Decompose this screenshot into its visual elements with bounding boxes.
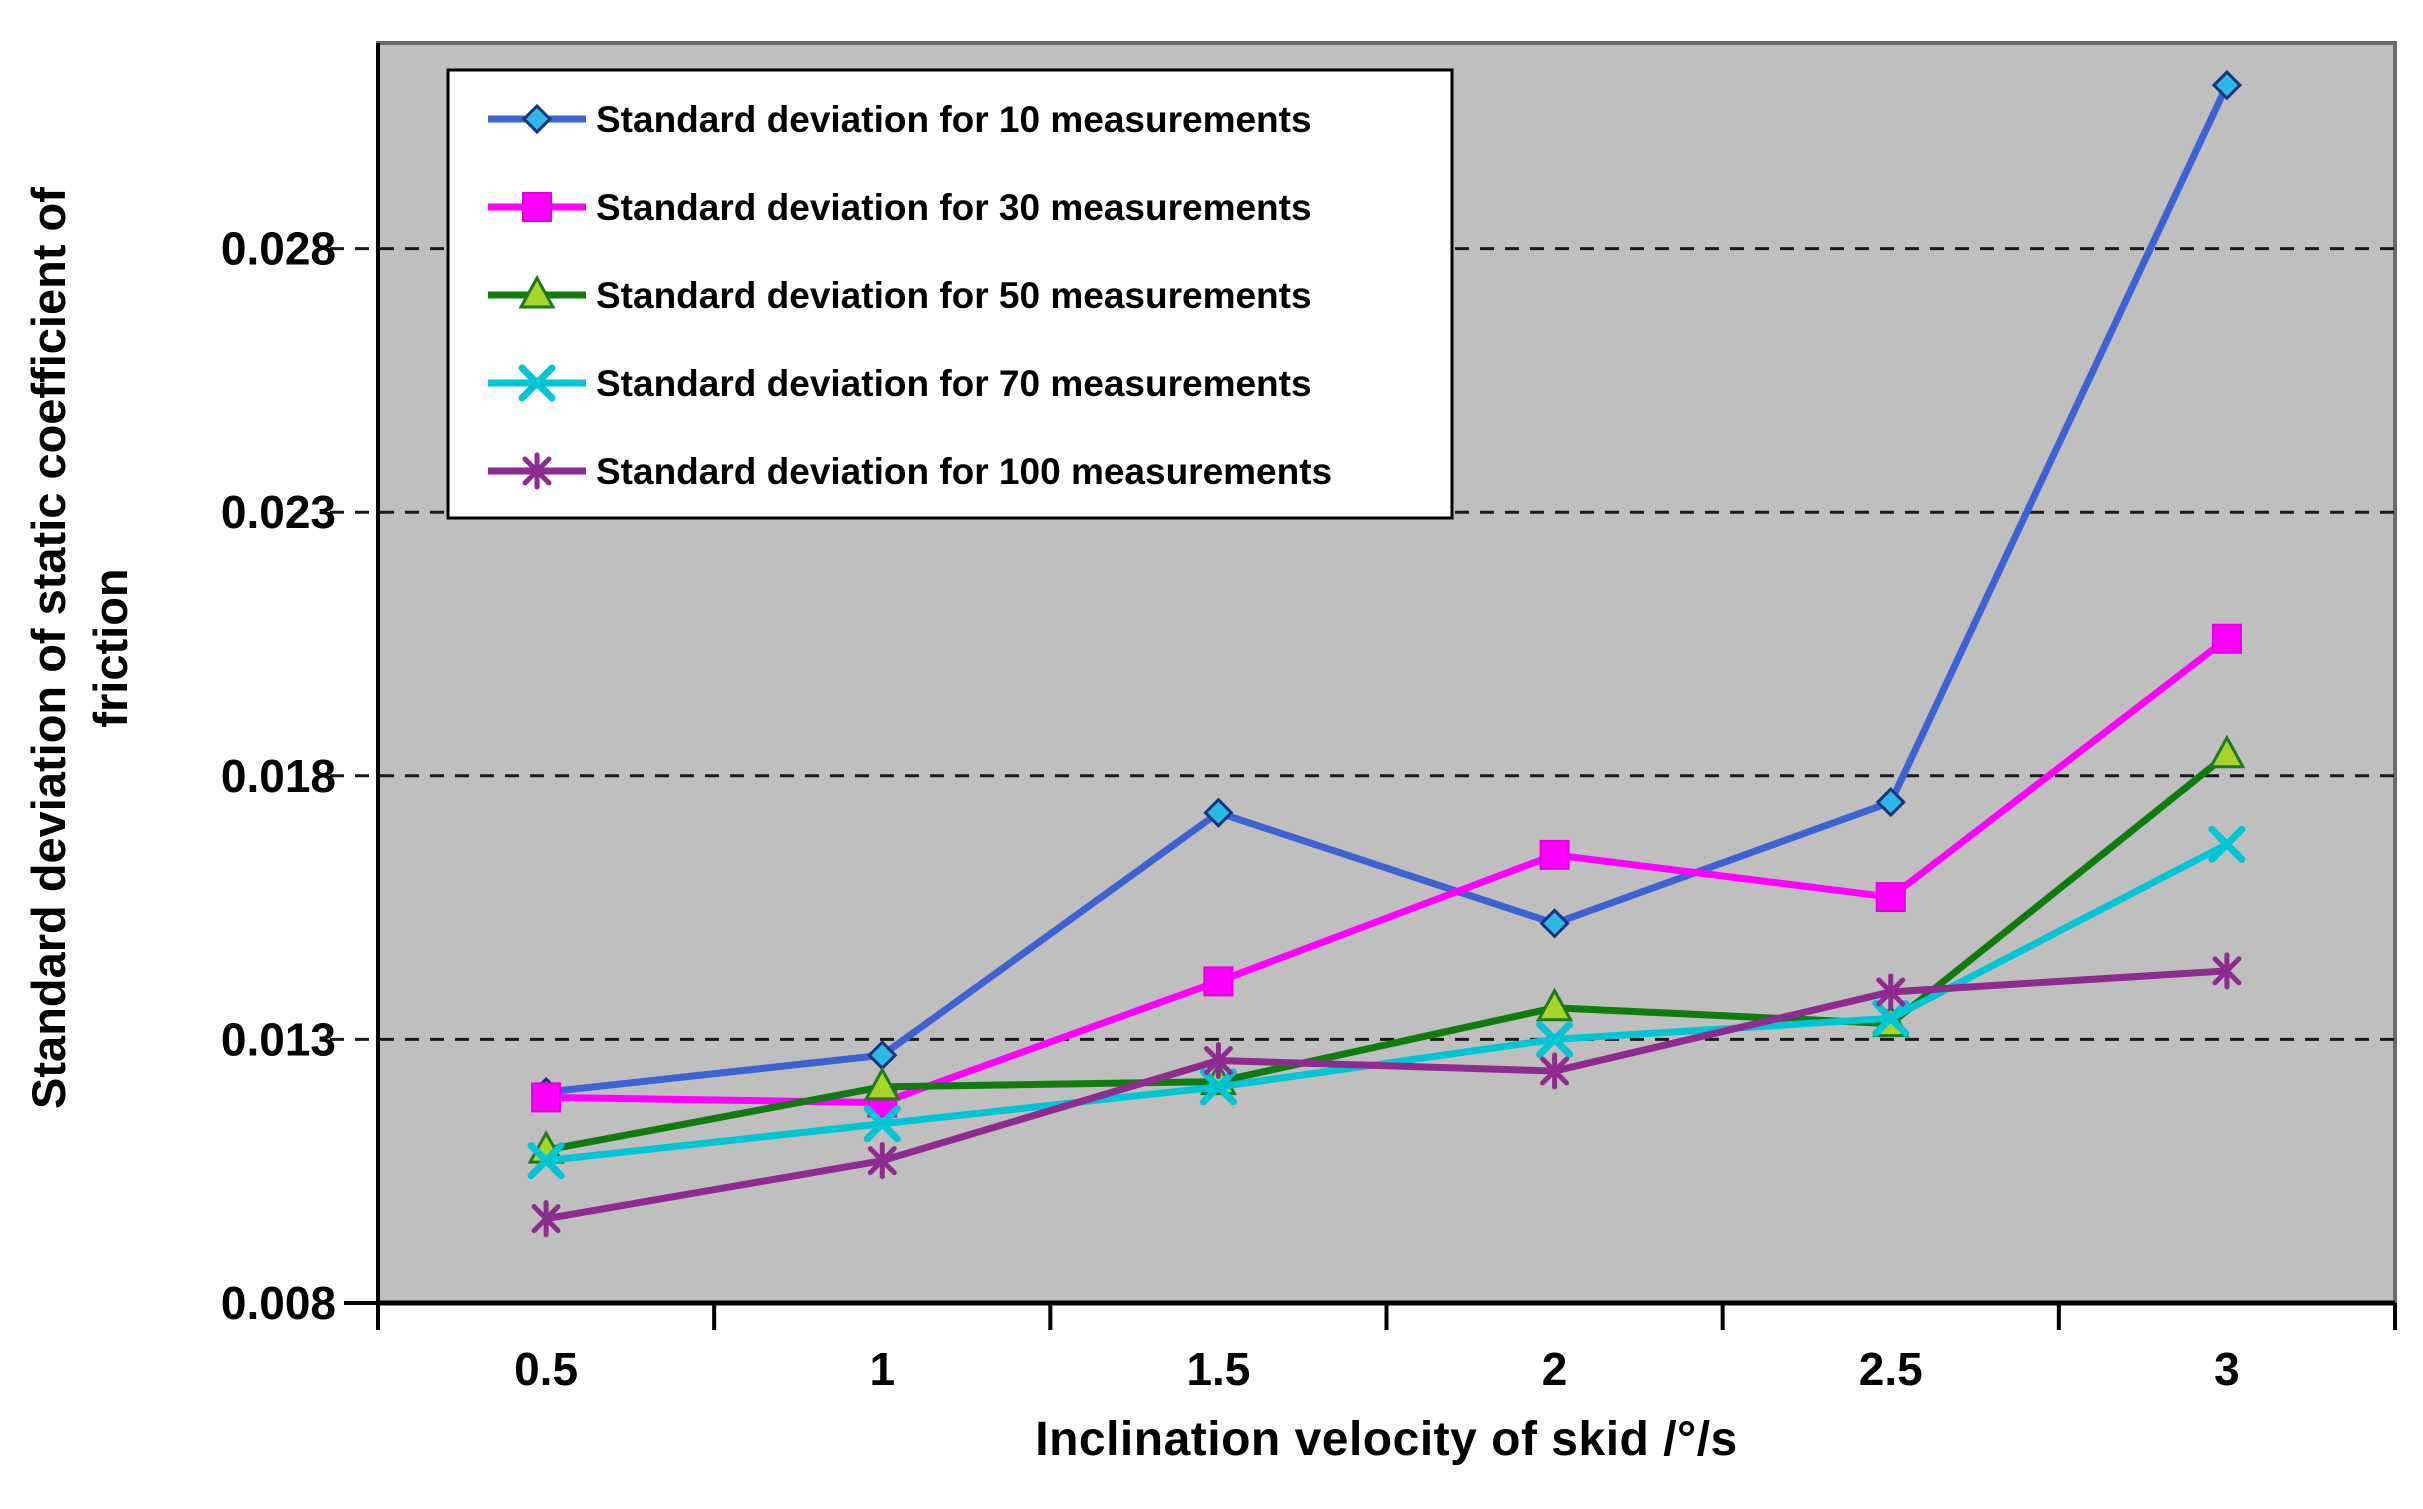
y-axis-title: Standard deviation of static coefficient… bbox=[18, 0, 158, 1298]
x-tick-label: 0.5 bbox=[514, 1343, 578, 1395]
marker-diamond bbox=[521, 103, 553, 135]
marker-x bbox=[518, 364, 556, 402]
x-tick-label: 1 bbox=[869, 1343, 895, 1395]
y-tick-label: 0.023 bbox=[221, 486, 336, 538]
legend-item-label: Standard deviation for 100 measurements bbox=[596, 451, 1332, 492]
x-axis-title: Inclination velocity of skid /°/s bbox=[1035, 1413, 1738, 1466]
marker-triangle bbox=[863, 1066, 901, 1101]
marker-asterisk bbox=[1203, 1045, 1233, 1075]
marker-square bbox=[1539, 839, 1570, 870]
marker-square bbox=[1875, 882, 1906, 913]
marker-asterisk bbox=[1876, 977, 1906, 1007]
y-tick-label: 0.008 bbox=[221, 1277, 336, 1329]
x-tick-label: 3 bbox=[2214, 1343, 2240, 1395]
marker-triangle bbox=[518, 274, 556, 309]
y-tick-label: 0.013 bbox=[221, 1013, 336, 1065]
marker-asterisk bbox=[2212, 956, 2242, 986]
series-line bbox=[545, 83, 2231, 1096]
legend-box bbox=[446, 68, 1454, 520]
marker-asterisk bbox=[522, 456, 552, 486]
marker-x bbox=[1199, 1068, 1237, 1106]
series-line bbox=[545, 967, 2228, 1223]
marker-asterisk bbox=[867, 1146, 897, 1176]
y-axis-title-line-1: Standard deviation of static coefficient… bbox=[22, 187, 75, 1109]
x-tick-label: 2.5 bbox=[1859, 1343, 1923, 1395]
y-tick-label: 0.018 bbox=[221, 750, 336, 802]
marker-diamond bbox=[2211, 70, 2243, 101]
legend-item-label: Standard deviation for 30 measurements bbox=[596, 187, 1312, 228]
series-line bbox=[546, 635, 2230, 1107]
legend-item-label: Standard deviation for 70 measurements bbox=[596, 363, 1312, 404]
marker-x bbox=[527, 1142, 565, 1180]
marker-triangle bbox=[1536, 987, 1574, 1022]
marker-triangle bbox=[2208, 734, 2246, 769]
marker-diamond bbox=[1203, 797, 1234, 828]
marker-x bbox=[1536, 1020, 1574, 1058]
marker-square bbox=[1203, 966, 1234, 997]
y-tick-label: 0.028 bbox=[221, 223, 336, 275]
marker-square bbox=[522, 192, 552, 222]
x-tick-label: 2 bbox=[1542, 1343, 1568, 1395]
marker-diamond bbox=[1875, 787, 1906, 818]
marker-x bbox=[863, 1105, 901, 1143]
marker-square bbox=[2211, 623, 2242, 654]
marker-square bbox=[531, 1082, 562, 1113]
marker-asterisk bbox=[1540, 1056, 1570, 1086]
x-tick-label: 1.5 bbox=[1186, 1343, 1250, 1395]
marker-x bbox=[1872, 999, 1910, 1037]
marker-x bbox=[2208, 825, 2246, 863]
marker-asterisk bbox=[531, 1204, 561, 1234]
y-axis-title-line-2: friction bbox=[84, 568, 137, 728]
legend-item-label: Standard deviation for 50 measurements bbox=[596, 275, 1312, 316]
marker-diamond bbox=[1539, 908, 1570, 939]
legend-item-label: Standard deviation for 10 measurements bbox=[596, 99, 1312, 140]
series-line bbox=[545, 751, 2230, 1154]
